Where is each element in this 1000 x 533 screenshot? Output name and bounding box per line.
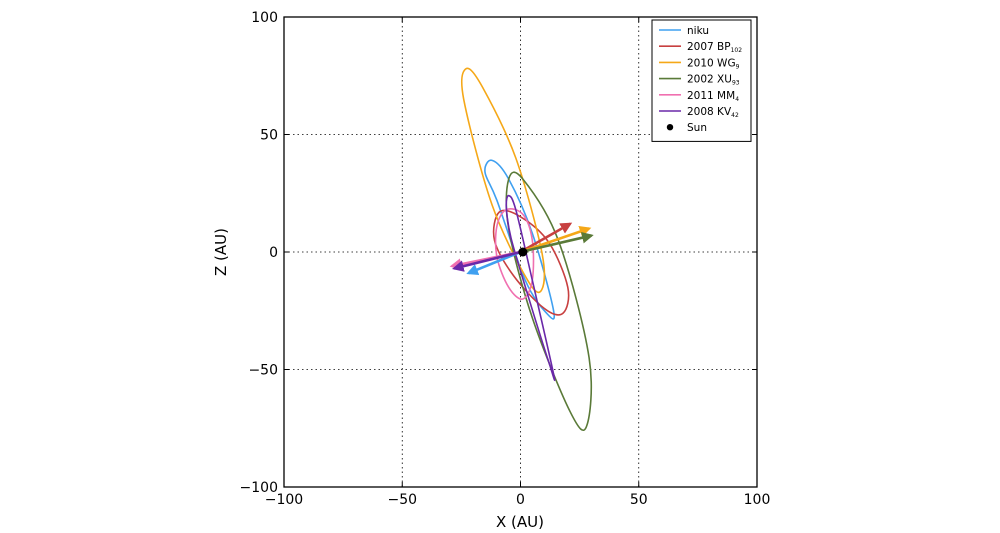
y-tick-label: 0 <box>269 245 278 261</box>
x-tick-label: 50 <box>630 492 648 508</box>
orbit-2002-xu93 <box>505 171 593 431</box>
orbit-2011-mm4 <box>494 208 535 300</box>
orbit-2007-bp102 <box>492 209 570 316</box>
y-axis-label: Z (AU) <box>212 228 230 276</box>
x-tick-label: 0 <box>516 492 525 508</box>
legend-label: 2010 WG9 <box>687 57 740 70</box>
arrow-niku <box>466 250 521 276</box>
y-tick-label: 100 <box>251 10 278 26</box>
arrow-group <box>449 222 594 276</box>
orbit-2008-kv42 <box>505 194 556 381</box>
sun-marker <box>518 247 528 257</box>
sun-group <box>518 247 528 257</box>
y-tick-label: 50 <box>260 128 278 144</box>
orbit-niku <box>484 159 555 320</box>
y-tick-label: −50 <box>248 363 278 379</box>
legend-box <box>651 19 752 142</box>
legend-label: 2002 XU93 <box>687 74 740 87</box>
arrow-2008-kv42 <box>452 250 521 272</box>
arrow-2007-bp102 <box>519 222 573 254</box>
legend-sun-marker <box>666 124 674 131</box>
orbit-2010-wg9 <box>460 67 546 294</box>
legend-label: 2007 BP102 <box>687 41 742 54</box>
legend-label-sun: Sun <box>687 122 707 134</box>
ticks: −100 −50 0 50 100 −100 −50 0 50 100 <box>240 10 771 508</box>
legend-label: 2011 MM4 <box>687 90 739 103</box>
legend-label: niku <box>687 25 709 37</box>
y-tick-label: −100 <box>240 480 278 496</box>
x-axis-label: X (AU) <box>496 513 544 531</box>
x-tick-label: 100 <box>744 492 771 508</box>
x-tick-label: −50 <box>387 492 417 508</box>
arrow-2002-xu93 <box>520 231 594 254</box>
x-tick-label: −100 <box>265 492 303 508</box>
legend: niku 2007 BP102 2010 WG9 2002 XU93 2011 MM4 2… <box>651 19 752 142</box>
series-group <box>460 67 593 431</box>
legend-label: 2008 KV42 <box>687 106 739 119</box>
